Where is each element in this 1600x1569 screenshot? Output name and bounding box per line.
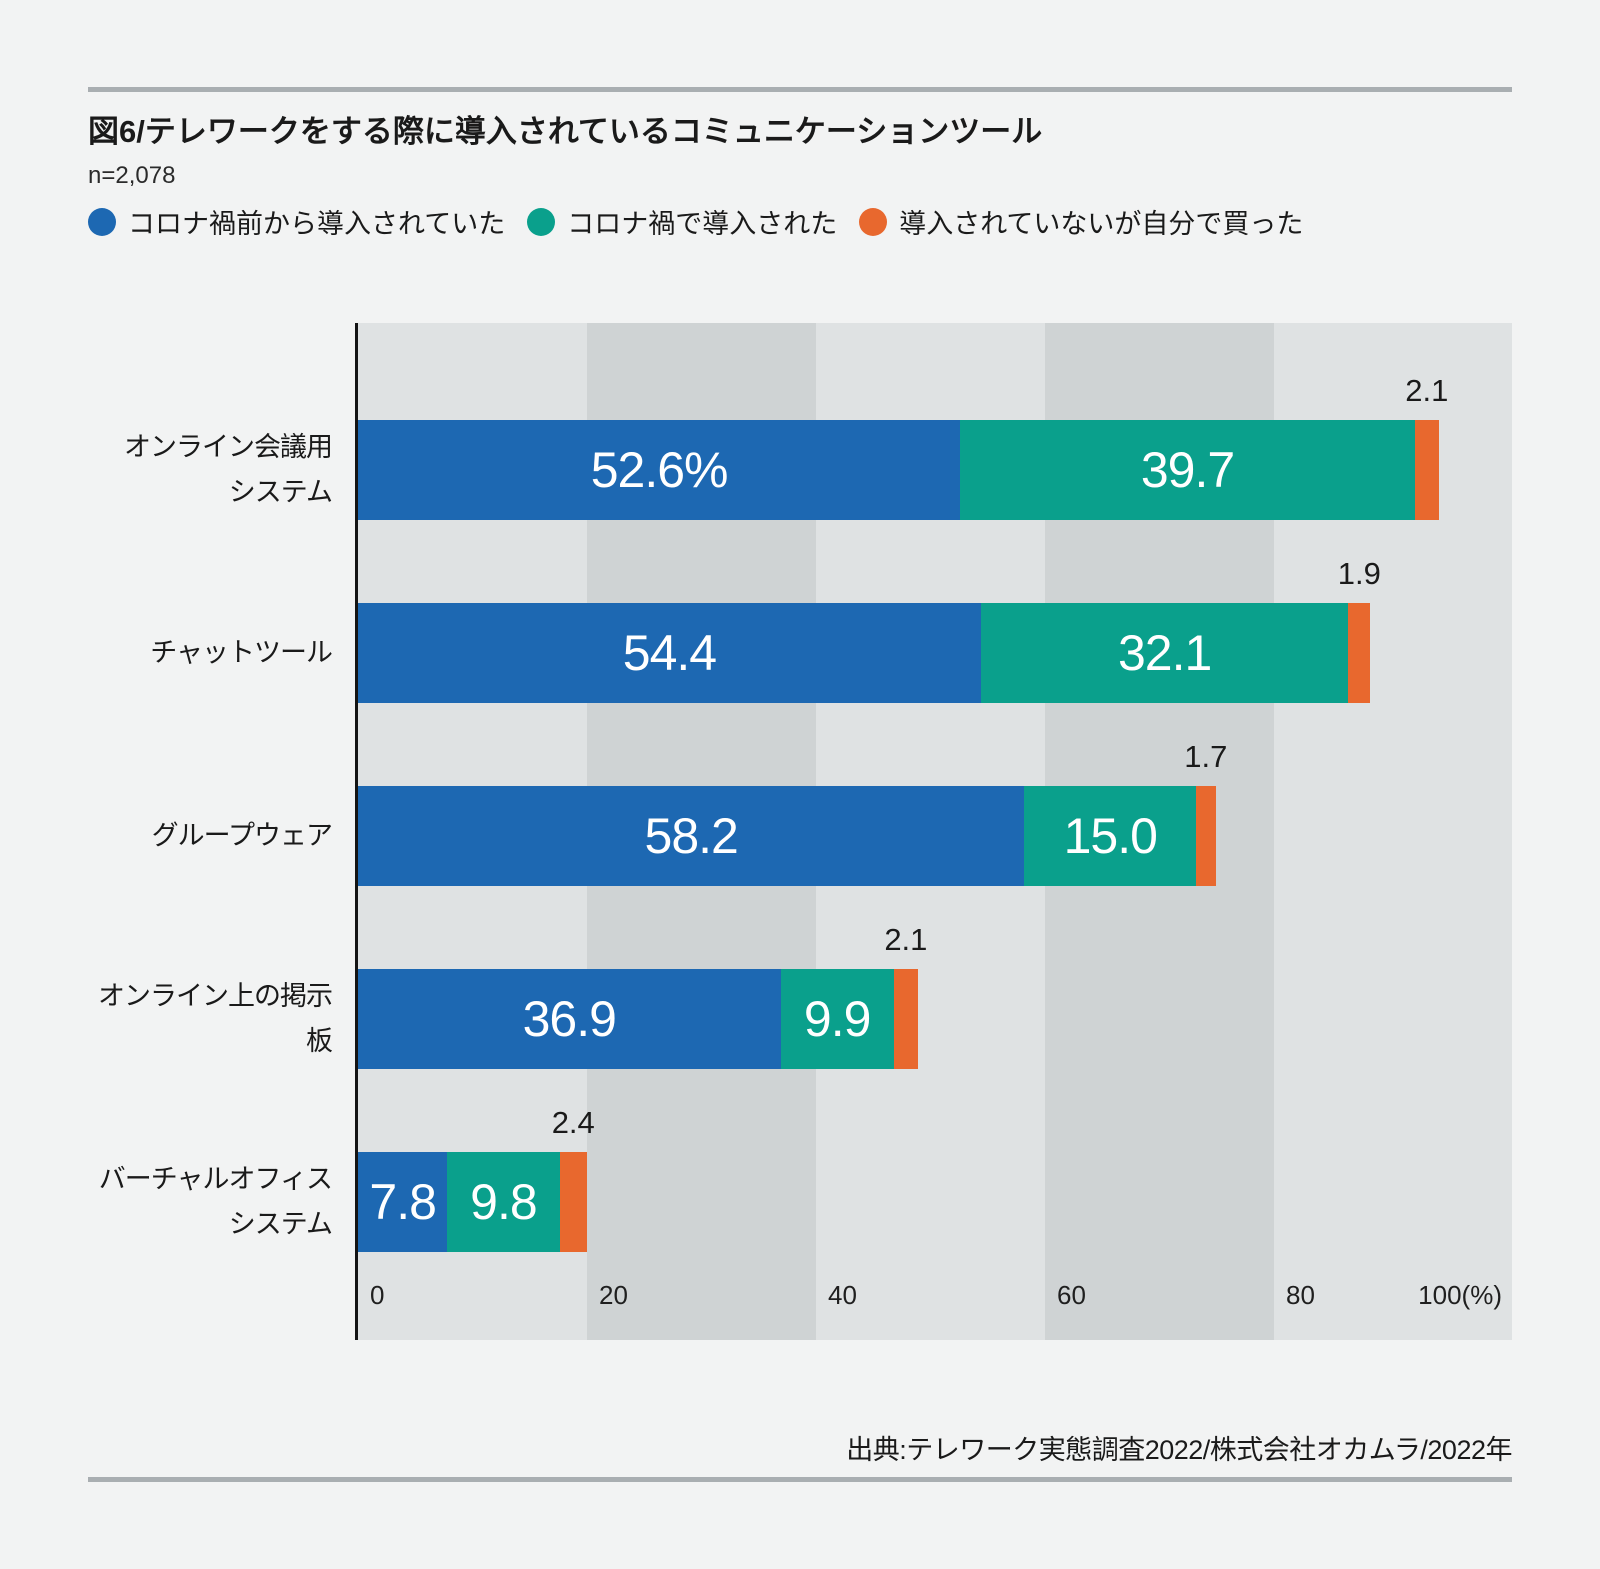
bar-annotation-label: 2.1 (1405, 373, 1449, 408)
legend-item: コロナ禍前から導入されていた (88, 202, 505, 241)
bottom-divider-rule (88, 1477, 1512, 1482)
legend-dot-icon (88, 207, 116, 236)
chart-legend: コロナ禍前から導入されていた コロナ禍で導入された 導入されていないが自分で買った (88, 202, 1303, 241)
bar-value-label: 52.6% (590, 442, 729, 498)
bar-row: 58.2 15.0 (358, 786, 1216, 886)
bar-annotation-label: 2.1 (884, 922, 928, 957)
bar-row: 54.4 32.1 (358, 603, 1371, 703)
category-label: オンライン上の掲示板 (98, 981, 333, 1056)
bar-segment-pre-covid: 52.6% (358, 420, 961, 520)
bar-row: 36.9 9.9 (358, 969, 918, 1069)
x-tick-label: 80 (1286, 1280, 1315, 1310)
legend-item: 導入されていないが自分で買った (859, 202, 1303, 241)
category-label: バーチャルオフィス システム (98, 1164, 333, 1239)
bar-value-label: 9.9 (803, 991, 872, 1047)
bar-segment-self-bought (1196, 786, 1216, 886)
x-tick-label: 20 (599, 1280, 628, 1310)
y-axis-line (355, 323, 358, 1340)
bar-annotation-label: 2.4 (551, 1105, 595, 1140)
bar-segment-pre-covid: 7.8 (358, 1152, 448, 1252)
bar-row: 7.8 9.8 (358, 1152, 587, 1252)
bar-segment-self-bought (1414, 420, 1439, 520)
bar-segment-self-bought (893, 969, 918, 1069)
bar-value-label: 54.4 (622, 625, 717, 681)
legend-label: コロナ禍前から導入されていた (128, 209, 506, 239)
bar-annotation-label: 1.7 (1184, 739, 1228, 774)
bar-segment-during-covid: 9.8 (447, 1152, 560, 1252)
bar-row: 52.6% 39.7 (358, 420, 1439, 520)
x-axis-tick-labels: 0 20 40 60 80 100(%) (358, 1280, 1512, 1320)
source-citation: 出典:テレワーク実態調査2022/株式会社オカムラ/2022年 (846, 1435, 1512, 1465)
legend-dot-icon (859, 207, 888, 236)
bar-value-label: 15.0 (1063, 808, 1158, 864)
x-tick-label: 0 (370, 1280, 385, 1310)
bar-value-label: 58.2 (644, 808, 739, 864)
bar-value-label: 7.8 (369, 1174, 437, 1230)
x-tick-label: 60 (1057, 1280, 1086, 1310)
top-divider-rule (88, 87, 1512, 92)
bar-segment-during-covid: 39.7 (960, 420, 1415, 520)
bar-segment-self-bought (1348, 603, 1371, 703)
chart-title: 図6/テレワークをする際に導入されているコミュニケーションツール (88, 114, 1043, 149)
legend-label: 導入されていないが自分で買った (899, 209, 1304, 239)
bar-segment-during-covid: 9.9 (780, 969, 894, 1069)
bar-segment-pre-covid: 54.4 (358, 603, 981, 703)
plot-area: 0 20 40 60 80 100(%) 2.1 52.6% 39.7 1.9 54.4 32.1 1… (355, 323, 1512, 1340)
bar-annotation-label: 1.9 (1337, 556, 1381, 591)
bar-segment-during-covid: 15.0 (1024, 786, 1197, 886)
category-label: オンライン会議用 システム (124, 432, 333, 507)
bar-segment-pre-covid: 36.9 (358, 969, 781, 1069)
bar-segment-during-covid: 32.1 (980, 603, 1349, 703)
bar-segment-pre-covid: 58.2 (358, 786, 1025, 886)
category-label: グループウェア (151, 820, 333, 851)
bar-value-label: 9.8 (470, 1174, 538, 1230)
legend-dot-icon (527, 207, 556, 236)
legend-label: コロナ禍で導入された (567, 209, 838, 239)
legend-item: コロナ禍で導入された (527, 202, 837, 241)
category-label: チャットツール (150, 637, 333, 668)
x-tick-label: 40 (828, 1280, 857, 1310)
bar-value-label: 36.9 (522, 991, 617, 1047)
sample-size-label: n=2,078 (88, 162, 176, 189)
bar-value-label: 32.1 (1117, 625, 1212, 681)
bar-value-label: 39.7 (1140, 442, 1235, 498)
x-tick-label: 100(%) (1418, 1280, 1502, 1310)
bar-segment-self-bought (559, 1152, 587, 1252)
